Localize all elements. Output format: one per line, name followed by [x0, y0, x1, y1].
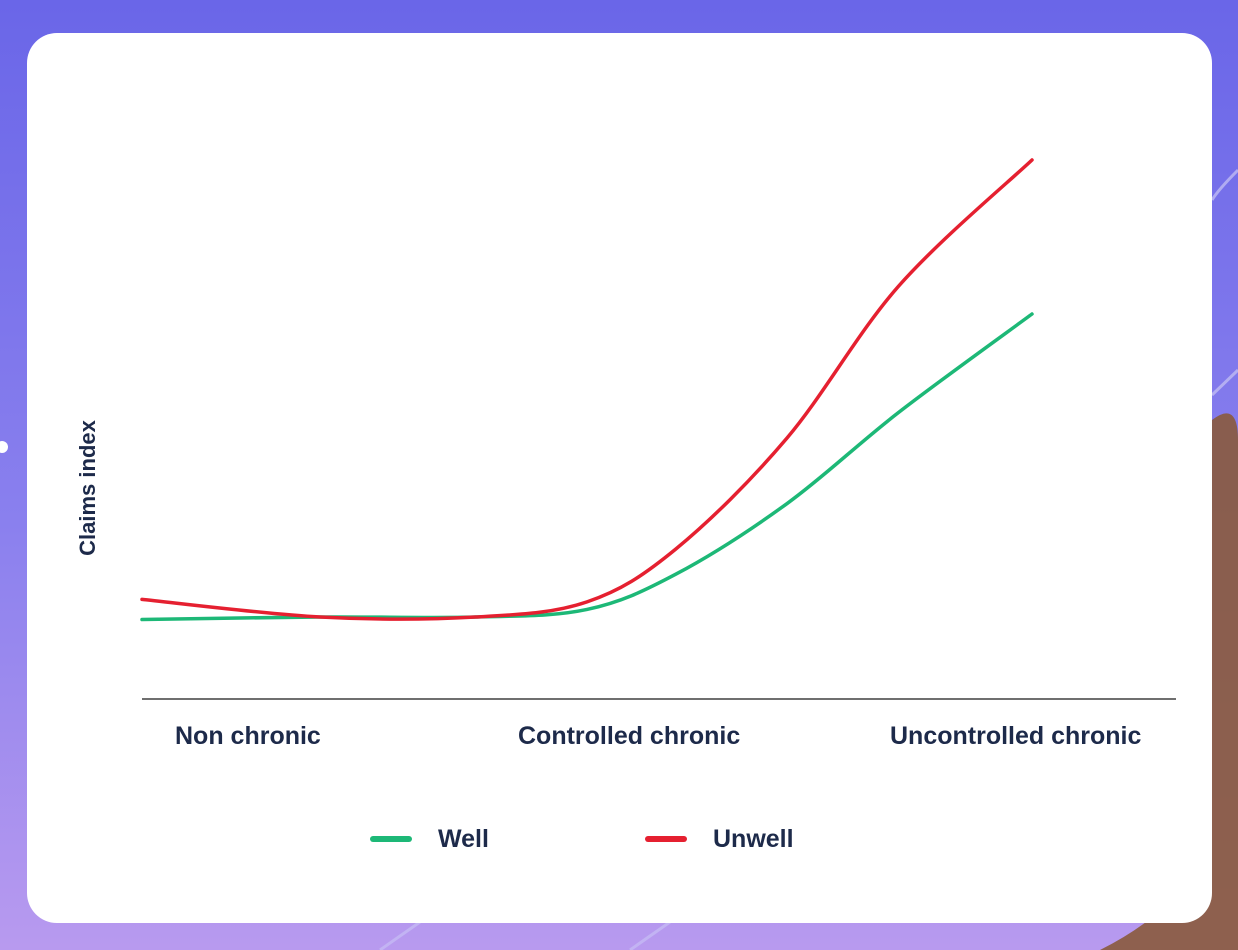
- x-tick-controlled-chronic: Controlled chronic: [518, 722, 741, 750]
- legend-item-unwell: Unwell: [645, 822, 794, 856]
- legend-label-well: Well: [438, 824, 489, 853]
- chart-card: [27, 33, 1212, 923]
- legend-swatch-well: [370, 836, 412, 842]
- series-line-well: [140, 312, 1034, 622]
- legend-label-unwell: Unwell: [713, 824, 794, 853]
- x-tick-uncontrolled-chronic: Uncontrolled chronic: [890, 722, 1142, 750]
- y-axis-label: Claims index: [75, 420, 100, 556]
- legend-item-well: Well: [370, 822, 489, 856]
- series-layer: [140, 158, 1034, 622]
- x-tick-non-chronic: Non chronic: [175, 722, 321, 750]
- legend-swatch-unwell: [645, 836, 687, 842]
- series-line-unwell: [140, 158, 1034, 621]
